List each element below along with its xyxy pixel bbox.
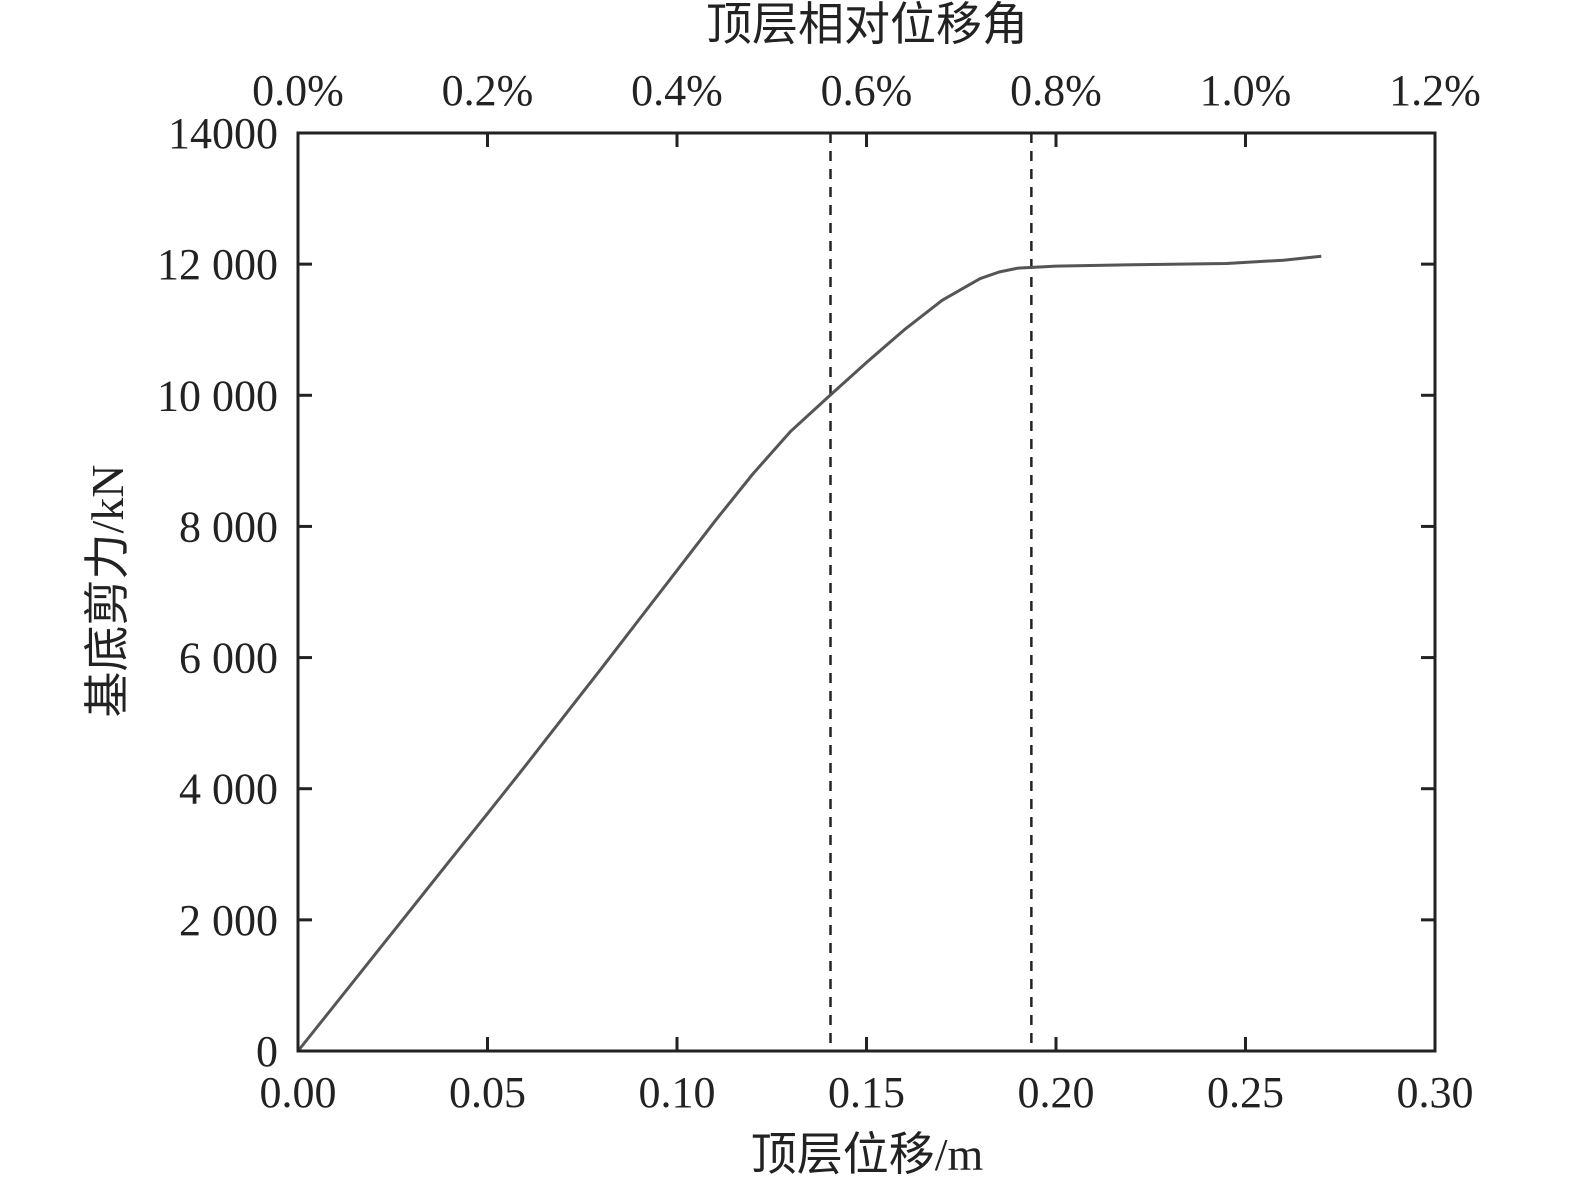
y-tick-label: 4 000 — [179, 765, 278, 814]
x-tick-label: 0.25 — [1207, 1068, 1284, 1117]
axis-ticks — [296, 131, 1437, 1053]
y-tick-label: 0 — [256, 1027, 278, 1076]
y-tick-label: 14000 — [168, 109, 278, 158]
top-x-tick-label: 1.0% — [1200, 66, 1292, 115]
x-tick-label: 0.20 — [1018, 1068, 1095, 1117]
x-tick-label: 0.10 — [639, 1068, 716, 1117]
x-tick-label: 0.05 — [449, 1068, 526, 1117]
x-tick-label: 0.30 — [1397, 1068, 1474, 1117]
top-x-tick-label: 0.8% — [1010, 66, 1102, 115]
reference-lines — [829, 133, 1033, 1051]
pushover-series — [296, 254, 1322, 1052]
y-tick-label: 8 000 — [179, 502, 278, 551]
x-axis-title: 顶层位移/m — [751, 1129, 984, 1180]
y-axis-title: 基底剪力/kN — [82, 465, 133, 718]
y-tick-label: 12 000 — [157, 240, 278, 289]
y-tick-label: 10 000 — [157, 371, 278, 420]
top-x-tick-label: 0.0% — [252, 66, 344, 115]
top-x-tick-label: 0.6% — [821, 66, 913, 115]
plot-frame — [296, 131, 1437, 1053]
tick-labels: 0.00 0.05 0.10 0.15 0.20 0.25 0.30 0.0% 0.2% 0.4%… — [157, 66, 1481, 1117]
top-x-tick-label: 0.2% — [442, 66, 534, 115]
y-tick-label: 6 000 — [179, 634, 278, 683]
y-tick-label: 2 000 — [179, 896, 278, 945]
x-tick-label: 0.15 — [828, 1068, 905, 1117]
top-x-tick-label: 1.2% — [1389, 66, 1481, 115]
series-line-1 — [296, 254, 1322, 1052]
x-tick-label: 0.00 — [260, 1068, 337, 1117]
top-x-tick-label: 0.4% — [631, 66, 723, 115]
top-x-axis-title: 顶层相对位移角 — [706, 0, 1028, 50]
